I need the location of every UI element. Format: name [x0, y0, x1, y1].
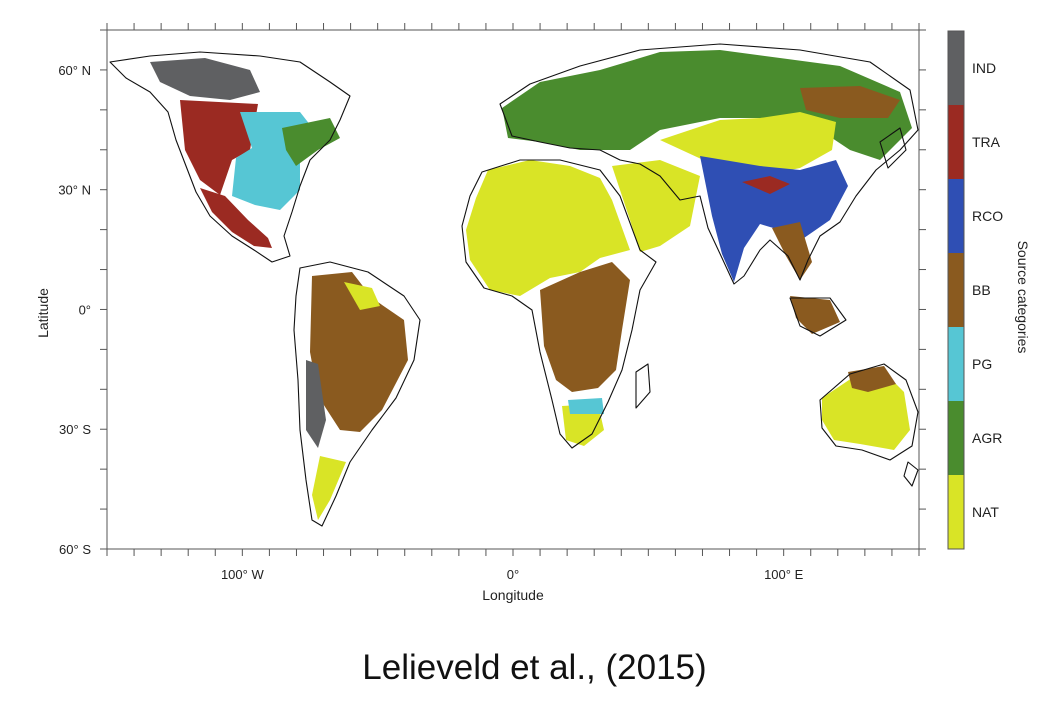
coast-madagascar	[635, 363, 651, 409]
region-south-africa-grass	[568, 398, 604, 414]
legend-label-tra: TRA	[972, 134, 1001, 150]
region-na-industry	[150, 58, 260, 100]
citation-caption: Lelieveld et al., (2015)	[362, 648, 707, 687]
region-se-asia-biomass	[772, 222, 812, 280]
region-himalaya-transport	[742, 176, 790, 194]
legend-label-nat: NAT	[972, 504, 999, 520]
coastlines	[109, 43, 919, 527]
axis-ticks	[100, 23, 926, 556]
legend-border	[947, 30, 965, 550]
legend-label-ind: IND	[972, 60, 996, 76]
region-sa-industry-andes	[306, 360, 326, 448]
region-sa-natural-north	[344, 282, 380, 310]
region-east-asia-biomass	[800, 86, 900, 118]
y-tick-label: 30° N	[58, 183, 91, 198]
legend-swatch-agr	[948, 401, 964, 475]
region-south-africa-natural	[562, 404, 604, 446]
legend-colorbar: IND TRA RCO BB PG AGR NAT	[947, 30, 1003, 550]
y-axis-title: Latitude	[35, 288, 51, 338]
region-mexico-transport	[200, 188, 272, 248]
x-tick-labels: 100° W 0° 100° E	[221, 567, 804, 582]
legend-swatch-pg	[948, 327, 964, 401]
coast-north-america	[109, 51, 351, 263]
region-eurasia-agriculture	[502, 50, 912, 160]
legend-label-pg: PG	[972, 356, 992, 372]
x-tick-label: 100° W	[221, 567, 265, 582]
region-asia-residential	[700, 156, 848, 282]
y-tick-label: 0°	[79, 302, 91, 317]
legend-swatch-rco	[948, 179, 964, 253]
region-na-agriculture	[282, 118, 340, 166]
legend-label-bb: BB	[972, 282, 991, 298]
x-tick-label: 100° E	[764, 567, 804, 582]
region-indonesia-biomass	[790, 296, 840, 334]
legend-swatch-tra	[948, 105, 964, 179]
region-arabia-natural	[612, 160, 700, 252]
y-tick-labels: 60° N 30° N 0° 30° S 60° S	[58, 63, 91, 557]
coast-south-america	[293, 261, 421, 527]
region-africa-biomass	[540, 262, 630, 392]
y-tick-label: 60° S	[59, 542, 91, 557]
legend-swatch-bb	[948, 253, 964, 327]
region-australia-biomass	[848, 366, 896, 392]
region-sahara-natural	[466, 160, 630, 296]
region-sa-biomass	[310, 272, 408, 432]
legend-label-rco: RCO	[972, 208, 1003, 224]
legend-title: Source categories	[1015, 241, 1031, 354]
coast-eurasia	[499, 43, 919, 285]
coast-japan	[879, 127, 907, 169]
x-axis-title: Longitude	[482, 587, 544, 603]
coast-new-zealand	[903, 461, 919, 487]
region-australia-natural	[822, 372, 910, 450]
coast-australia	[819, 363, 919, 461]
legend-swatch-ind	[948, 31, 964, 105]
region-na-transport	[180, 100, 258, 195]
source-category-regions	[150, 50, 912, 520]
x-tick-label: 0°	[507, 567, 519, 582]
region-sa-natural-south	[312, 456, 346, 520]
coast-indonesia	[789, 297, 847, 337]
y-tick-label: 60° N	[58, 63, 91, 78]
legend-label-agr: AGR	[972, 430, 1002, 446]
y-tick-label: 30° S	[59, 422, 91, 437]
legend-swatch-nat	[948, 475, 964, 549]
coast-africa	[461, 159, 657, 449]
